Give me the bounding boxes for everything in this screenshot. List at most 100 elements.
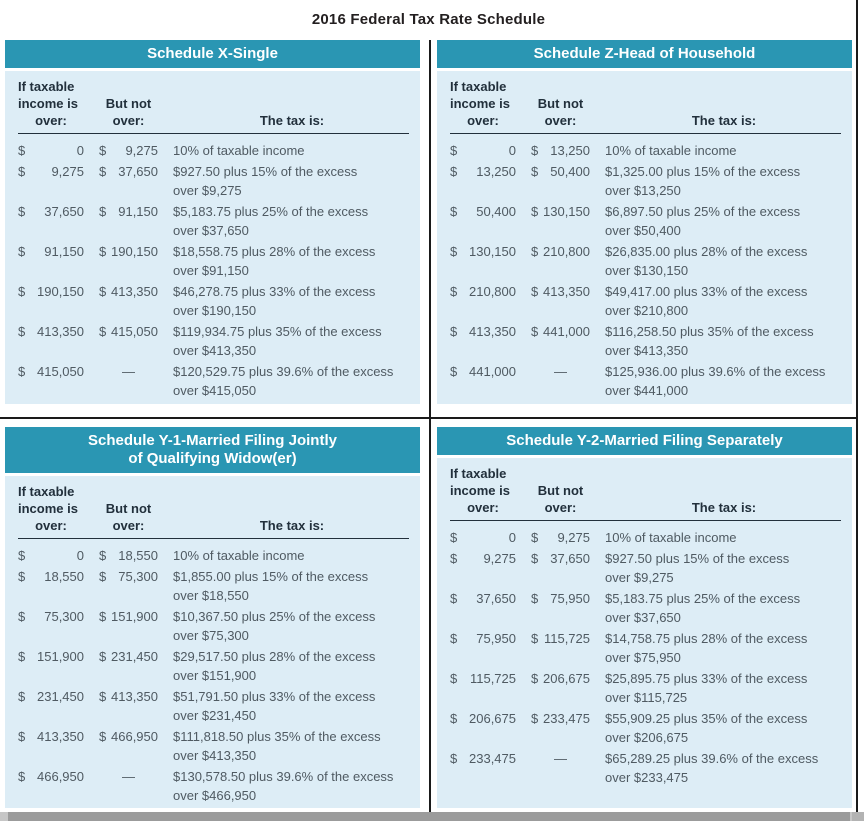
column-header-text: over: [467, 500, 499, 515]
tax-description-line1: 10% of taxable income [173, 143, 305, 158]
tax-description-line1: $14,758.75 plus 28% of the excess [605, 631, 808, 646]
column-header-text: income is [450, 96, 510, 111]
not-over-value: 18,550 [118, 548, 158, 563]
tax-description: $29,517.50 plus 28% of the excess over $… [173, 647, 411, 685]
tax-description-line2: over $37,650 [605, 610, 681, 625]
over-amount: $ 206,675 [450, 709, 516, 728]
tax-description-line2: over $233,475 [605, 770, 689, 785]
over-value: 115,725 [469, 671, 516, 686]
dollar-sign: $ [450, 284, 458, 299]
tax-bracket-row: $ 130,150 $ 210,800 $26,835.00 plus 28% … [450, 242, 843, 280]
tax-description: $14,758.75 plus 28% of the excess over $… [605, 629, 843, 667]
tax-bracket-row: $ 0 $ 18,550 10% of taxable income [18, 546, 411, 565]
column-header-text: But not [537, 96, 584, 111]
horizontal-scrollbar[interactable] [0, 812, 864, 821]
not-over-amount: $ 75,950 [531, 589, 590, 608]
column-header-text: over: [35, 113, 67, 128]
dollar-sign: $ [450, 711, 458, 726]
dollar-sign: $ [18, 729, 26, 744]
tax-description-line2: over $151,900 [173, 668, 257, 683]
column-header-tax-is: The tax is: [605, 112, 843, 129]
not-over-value: 231,450 [111, 649, 158, 664]
header-rule [450, 520, 841, 521]
not-over-value: 9,275 [125, 143, 158, 158]
column-header-text: The tax is: [259, 518, 325, 533]
header-rule [18, 133, 409, 134]
dollar-sign: $ [99, 324, 107, 339]
not-over-amount: $ 9,275 [531, 528, 590, 547]
right-edge-line [856, 0, 858, 812]
tax-description-line2: over $413,350 [173, 343, 257, 358]
dollar-sign: $ [99, 284, 107, 299]
over-value: 190,150 [37, 284, 84, 299]
column-header-text: But not [105, 501, 152, 516]
scrollbar-thumb[interactable] [8, 812, 850, 821]
tax-description: $130,578.50 plus 39.6% of the excess ove… [173, 767, 411, 805]
tax-description-line2: over $190,150 [173, 303, 257, 318]
dollar-sign: $ [99, 649, 107, 664]
not-over-value: 50,400 [550, 164, 590, 179]
over-amount: $ 231,450 [18, 687, 84, 706]
dollar-sign: $ [18, 143, 26, 158]
dollar-sign: $ [99, 569, 107, 584]
dollar-sign: $ [531, 530, 539, 545]
column-headers: If taxable income is over: But not over:… [18, 78, 411, 129]
tax-bracket-row: $ 115,725 $ 206,675 $25,895.75 plus 33% … [450, 669, 843, 707]
tax-description: 10% of taxable income [605, 141, 843, 160]
tax-description: $18,558.75 plus 28% of the excess over $… [173, 242, 411, 280]
not-over-amount: $ 415,050 [99, 322, 158, 341]
not-over-amount: $ 413,350 [99, 282, 158, 301]
not-over-amount: $ 130,150 [531, 202, 590, 221]
over-amount: $ 50,400 [450, 202, 516, 221]
dollar-sign: $ [450, 530, 458, 545]
not-over-value: 13,250 [550, 143, 590, 158]
over-amount: $ 413,350 [18, 322, 84, 341]
tax-bracket-row: $ 231,450 $ 413,350 $51,791.50 plus 33% … [18, 687, 411, 725]
tax-description: $927.50 plus 15% of the excess over $9,2… [605, 549, 843, 587]
tax-description-line1: $29,517.50 plus 28% of the excess [173, 649, 376, 664]
column-header-text: The tax is: [691, 500, 757, 515]
tax-bracket-row: $ 210,800 $ 413,350 $49,417.00 plus 33% … [450, 282, 843, 320]
tax-description-line2: over $415,050 [173, 383, 257, 398]
over-amount: $ 0 [18, 546, 84, 565]
dollar-sign: $ [531, 591, 539, 606]
dollar-sign: $ [18, 569, 26, 584]
tax-bracket-row: $ 413,350 $ 415,050 $119,934.75 plus 35%… [18, 322, 411, 360]
not-over-value: 233,475 [543, 711, 590, 726]
dollar-sign: $ [450, 143, 458, 158]
tax-description-line1: $6,897.50 plus 25% of the excess [605, 204, 801, 219]
tax-description-line1: $927.50 plus 15% of the excess [173, 164, 358, 179]
not-over-value: 9,275 [557, 530, 590, 545]
tax-description-line2: over $18,550 [173, 588, 249, 603]
over-value: 130,150 [469, 244, 516, 259]
dollar-sign: $ [450, 551, 458, 566]
over-value: 210,800 [469, 284, 516, 299]
not-over-amount: $ 206,675 [531, 669, 590, 688]
tax-description-line2: over $231,450 [173, 708, 257, 723]
over-amount: $ 190,150 [18, 282, 84, 301]
bracket-rows: $ 0 $ 13,250 10% of taxable income $ 13,… [450, 141, 843, 400]
tax-description: $1,325.00 plus 15% of the excess over $1… [605, 162, 843, 200]
tax-description: $51,791.50 plus 33% of the excess over $… [173, 687, 411, 725]
tax-description: $5,183.75 plus 25% of the excess over $3… [605, 589, 843, 627]
column-header-if-over: If taxable income is over: [450, 465, 516, 516]
over-amount: $ 233,475 [450, 749, 516, 768]
tax-description-line2: over $441,000 [605, 383, 689, 398]
dollar-sign: $ [99, 548, 107, 563]
dollar-sign: $ [99, 729, 107, 744]
tax-description: $927.50 plus 15% of the excess over $9,2… [173, 162, 411, 200]
not-over-value: 115,725 [543, 631, 590, 646]
dollar-sign: $ [450, 244, 458, 259]
tax-description: 10% of taxable income [605, 528, 843, 547]
dollar-sign: $ [531, 244, 539, 259]
not-over-amount: $ 13,250 [531, 141, 590, 160]
column-header-but-not-over: But not over: [99, 500, 158, 534]
dollar-sign: $ [18, 164, 26, 179]
dollar-sign: $ [531, 204, 539, 219]
over-value: 466,950 [37, 769, 84, 784]
tax-description-line1: $46,278.75 plus 33% of the excess [173, 284, 376, 299]
column-header-text: But not [537, 483, 584, 498]
vertical-divider [429, 40, 431, 812]
dollar-sign: $ [450, 324, 458, 339]
over-value: 91,150 [44, 244, 84, 259]
